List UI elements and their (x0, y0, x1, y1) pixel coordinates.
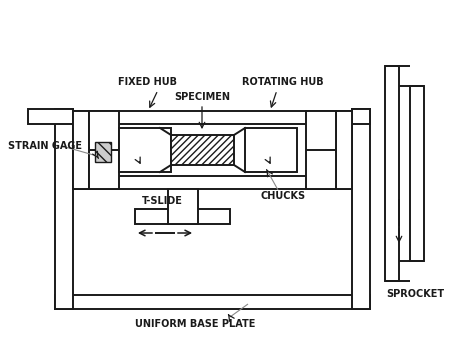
Bar (95, 142, 111, 162)
Text: CHUCKS: CHUCKS (260, 191, 306, 201)
Text: STRAIN GAGE: STRAIN GAGE (8, 141, 82, 151)
Bar (73, 111, 352, 124)
Bar (410, 86, 424, 261)
Bar (119, 128, 171, 172)
Bar (245, 128, 297, 172)
Bar (55, 295, 370, 309)
Bar (336, 111, 352, 189)
Text: UNIFORM BASE PLATE: UNIFORM BASE PLATE (135, 319, 255, 329)
Text: SPECIMEN: SPECIMEN (174, 92, 230, 102)
Text: ROTATING HUB: ROTATING HUB (242, 77, 324, 87)
Bar (89, 111, 119, 189)
Bar (55, 109, 73, 309)
Bar (28, 109, 73, 124)
Bar (306, 111, 336, 189)
Bar (385, 66, 399, 281)
Bar (135, 209, 230, 224)
Bar (352, 109, 370, 124)
Text: T-SLIDE: T-SLIDE (142, 196, 182, 206)
Bar (73, 111, 89, 189)
Text: SPROCKET: SPROCKET (386, 289, 444, 299)
Bar (171, 135, 234, 165)
Bar (168, 189, 198, 224)
Bar (352, 109, 370, 309)
Bar (73, 176, 352, 189)
Text: FIXED HUB: FIXED HUB (118, 77, 176, 87)
